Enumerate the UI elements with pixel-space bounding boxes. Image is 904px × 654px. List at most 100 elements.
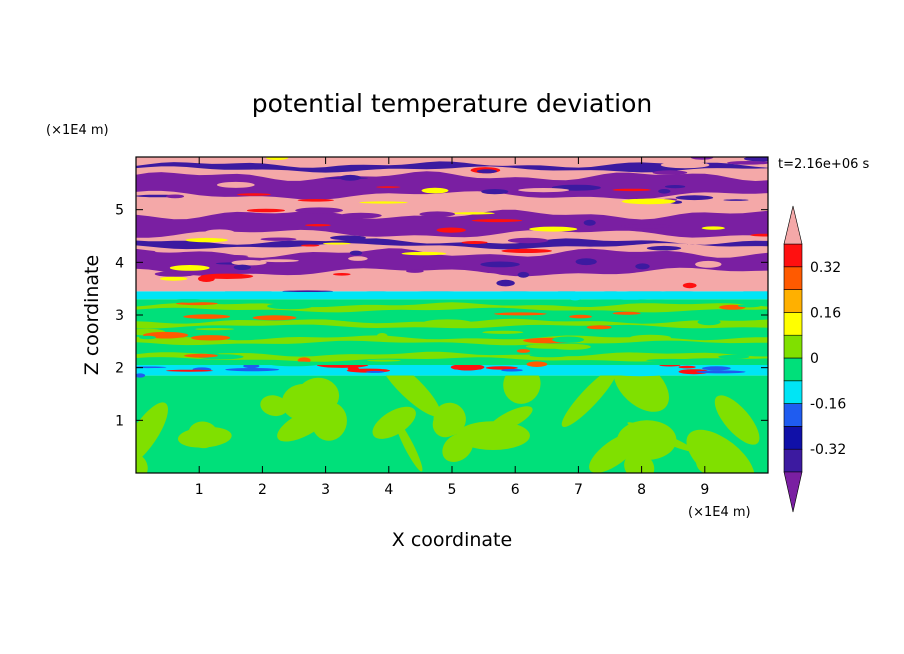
- perturbation: [139, 335, 156, 340]
- frontal-detail: [322, 242, 351, 245]
- frontal-detail: [621, 198, 676, 205]
- band-detail: [715, 294, 729, 300]
- frontal-detail: [750, 233, 768, 237]
- frontal-detail: [359, 201, 408, 204]
- frontal-detail: [450, 212, 495, 215]
- frontal-detail: [297, 199, 334, 202]
- band-detail: [584, 296, 635, 300]
- frontal-detail: [620, 224, 674, 229]
- frontal-detail: [614, 252, 657, 258]
- colorbar: -0.32 -0.16 0 0.16 0.32: [783, 205, 846, 513]
- band-detail: [496, 290, 533, 295]
- perturbation: [423, 319, 472, 327]
- frontal-detail: [282, 182, 299, 185]
- band-detail: [704, 293, 723, 296]
- layer-3-base: [136, 291, 768, 300]
- frontal-detail: [481, 189, 509, 195]
- colorbar-swatch: [783, 312, 803, 336]
- perturbation: [529, 353, 569, 358]
- band-detail: [136, 366, 167, 369]
- frontal-detail: [501, 248, 552, 253]
- colorbar-tick-label: 0.32: [810, 260, 841, 276]
- eddy: [260, 395, 288, 417]
- perturbation: [324, 354, 375, 359]
- x-unit-label: (×1E4 m): [688, 505, 751, 520]
- x-tick-label: 1: [195, 482, 204, 498]
- heatmap-field: [136, 157, 768, 473]
- eddy: [188, 421, 218, 449]
- perturbation: [586, 325, 612, 330]
- band-detail: [349, 294, 396, 297]
- perturbation: [366, 310, 397, 316]
- frontal-detail: [349, 250, 363, 256]
- frontal-detail: [376, 186, 401, 188]
- band-detail: [365, 370, 385, 373]
- frontal-detail: [246, 208, 285, 213]
- y-tick-label: 4: [115, 255, 124, 271]
- perturbation: [183, 314, 231, 319]
- frontal-detail: [237, 193, 271, 196]
- band-detail: [411, 290, 461, 296]
- band-detail: [615, 372, 666, 377]
- band-detail: [561, 291, 599, 294]
- band-detail: [158, 293, 187, 296]
- frontal-detail: [646, 245, 682, 251]
- eddy: [372, 406, 416, 439]
- perturbation: [466, 345, 509, 352]
- colorbar-swatch: [783, 448, 803, 473]
- band-detail: [551, 366, 601, 368]
- frontal-detail: [584, 274, 607, 277]
- colorbar-tick-label: -0.32: [810, 442, 846, 458]
- frontal-detail: [204, 229, 235, 236]
- perturbation: [252, 315, 297, 321]
- frontal-detail: [453, 284, 496, 288]
- band-detail: [501, 368, 523, 372]
- eddy: [277, 407, 330, 442]
- frontal-detail: [471, 219, 523, 223]
- frontal-detail: [480, 261, 520, 268]
- frontal-detail: [295, 207, 343, 214]
- y-tick-label: 3: [115, 308, 124, 324]
- frontal-detail: [198, 275, 215, 283]
- y-axis-ticks: 1 2 3 4 5: [115, 203, 768, 429]
- eddy: [695, 436, 727, 473]
- x-tick-label: 7: [574, 482, 583, 498]
- frontal-detail: [664, 185, 686, 189]
- frontal-detail: [339, 212, 382, 219]
- band-detail: [657, 290, 700, 297]
- frontal-detail: [261, 265, 274, 268]
- perturbation: [376, 333, 388, 340]
- frontal-detail: [723, 199, 749, 201]
- frontal-detail: [682, 282, 697, 289]
- frontal-detail: [612, 188, 651, 192]
- colorbar-tick-label: 0: [810, 351, 819, 367]
- band-detail: [696, 370, 746, 374]
- eddy: [433, 402, 466, 436]
- eddy: [589, 432, 640, 473]
- frontal-detail: [423, 264, 466, 270]
- x-tick-label: 9: [700, 482, 709, 498]
- time-label: t=2.16e+06 s: [778, 157, 870, 172]
- frontal-detail: [461, 241, 488, 244]
- perturbation: [552, 336, 585, 343]
- frontal-detail: [159, 276, 188, 281]
- band-detail: [485, 366, 518, 370]
- frontal-detail: [233, 264, 251, 270]
- x-tick-label: 3: [321, 482, 330, 498]
- band-detail: [640, 296, 675, 300]
- band-detail: [622, 290, 667, 296]
- frontal-detail: [231, 260, 267, 266]
- frontal-detail: [701, 226, 725, 230]
- frontal-detail: [660, 161, 710, 169]
- frontal-detail: [185, 237, 228, 243]
- perturbation: [516, 349, 531, 353]
- colorbar-bottom-arrow: [783, 471, 803, 513]
- x-axis-ticks: 1 2 3 4 5 6 7 8 9: [195, 157, 709, 498]
- chart-title: potential temperature deviation: [252, 89, 652, 118]
- colorbar-swatch: [783, 334, 803, 359]
- weak-stripe: [136, 351, 768, 362]
- perturbation: [331, 315, 380, 322]
- eddy: [394, 419, 423, 472]
- perturbation: [184, 353, 218, 358]
- weak-stripe: [136, 302, 768, 313]
